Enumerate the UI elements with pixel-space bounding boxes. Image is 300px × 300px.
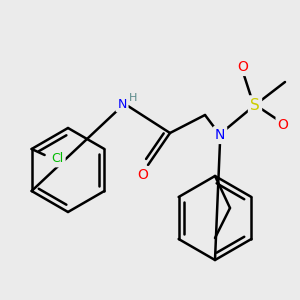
Text: N: N <box>215 128 225 142</box>
Text: S: S <box>250 98 260 112</box>
Text: H: H <box>129 93 137 103</box>
Text: O: O <box>278 118 288 132</box>
Text: Cl: Cl <box>52 152 64 166</box>
Text: O: O <box>238 60 248 74</box>
Text: N: N <box>117 98 127 110</box>
Text: O: O <box>138 168 148 182</box>
